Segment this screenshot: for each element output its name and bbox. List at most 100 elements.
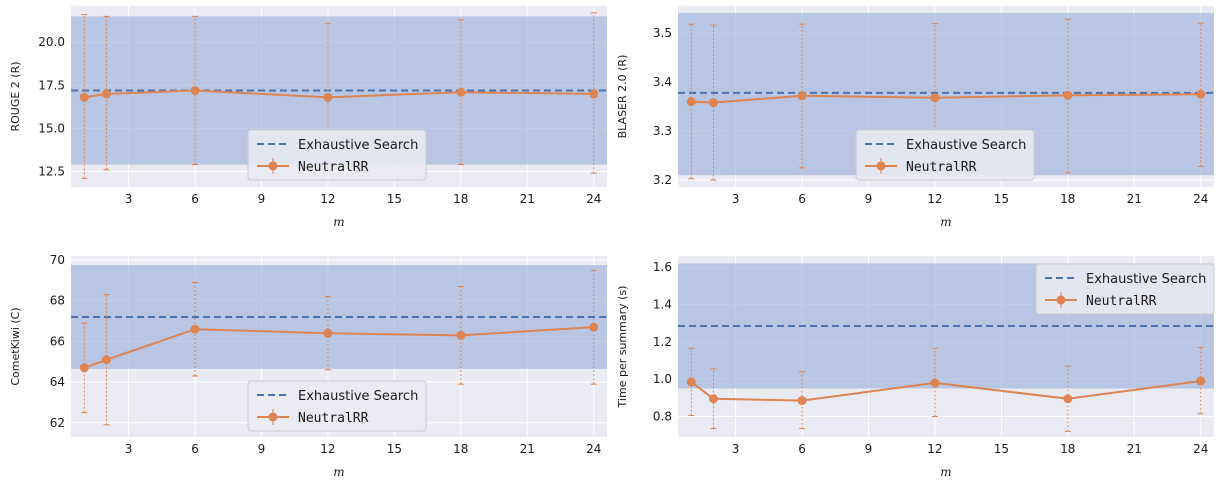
legend-series-marker bbox=[876, 161, 886, 171]
y-tick-label: 3.3 bbox=[653, 124, 672, 138]
y-tick-label: 1.4 bbox=[653, 298, 672, 312]
legend: Exhaustive Search NeutralRR bbox=[247, 380, 427, 432]
data-point bbox=[101, 89, 111, 99]
legend-series-label: NeutralRR bbox=[1086, 294, 1157, 309]
data-point bbox=[323, 328, 333, 338]
x-tick-label: 3 bbox=[732, 442, 740, 456]
data-point bbox=[79, 92, 89, 102]
legend: Exhaustive Search NeutralRR bbox=[855, 129, 1035, 181]
y-tick-label: 17.5 bbox=[38, 78, 65, 92]
legend-box bbox=[247, 129, 427, 181]
y-tick-label: 20.0 bbox=[38, 35, 65, 49]
y-tick-label: 3.2 bbox=[653, 173, 672, 187]
x-tick-label: 21 bbox=[520, 442, 535, 456]
x-tick-label: 15 bbox=[387, 442, 402, 456]
y-tick-label: 15.0 bbox=[38, 121, 65, 135]
legend-series-marker bbox=[1056, 295, 1066, 305]
legend-box bbox=[247, 380, 427, 432]
x-tick-label: 18 bbox=[1060, 192, 1075, 206]
data-point bbox=[930, 93, 940, 103]
x-tick-label: 12 bbox=[320, 192, 335, 206]
x-tick-label: 12 bbox=[927, 442, 942, 456]
x-tick-label: 12 bbox=[320, 442, 335, 456]
x-tick-label: 15 bbox=[387, 192, 402, 206]
x-tick-label: 15 bbox=[994, 442, 1009, 456]
legend-baseline-label: Exhaustive Search bbox=[906, 138, 1026, 153]
legend-series-label: NeutralRR bbox=[298, 411, 369, 426]
x-tick-label: 9 bbox=[258, 442, 266, 456]
data-point bbox=[190, 324, 200, 334]
legend: Exhaustive Search NeutralRR bbox=[1035, 263, 1215, 315]
data-point bbox=[101, 355, 111, 365]
y-tick-label: 3.4 bbox=[653, 75, 672, 89]
x-tick-label: 9 bbox=[258, 192, 266, 206]
y-tick-label: 1.0 bbox=[653, 372, 672, 386]
chart-panel-4: 3 6 9 12 15 18 21 24 0.8 1.0 1.2 1.4 1.6 m Time per su… bbox=[616, 256, 1215, 479]
data-point bbox=[323, 92, 333, 102]
data-point bbox=[589, 89, 599, 99]
data-point bbox=[1063, 90, 1073, 100]
x-tick-label: 18 bbox=[453, 442, 468, 456]
x-tick-label: 12 bbox=[927, 192, 942, 206]
x-tick-label: 24 bbox=[586, 192, 601, 206]
data-point bbox=[708, 394, 718, 404]
y-tick-label: 64 bbox=[50, 375, 65, 389]
data-point bbox=[456, 330, 466, 340]
x-tick-label: 6 bbox=[798, 192, 806, 206]
x-tick-label: 21 bbox=[1127, 442, 1142, 456]
y-axis-label: ROUGE 2 (R) bbox=[9, 61, 22, 131]
chart-panel-1: 3 6 9 12 15 18 21 24 12.5 15.0 17.5 20.0 m ROUGE 2 (R… bbox=[9, 6, 607, 229]
data-point bbox=[797, 91, 807, 101]
legend-series-marker bbox=[268, 412, 278, 422]
data-point bbox=[797, 396, 807, 406]
y-tick-label: 1.2 bbox=[653, 335, 672, 349]
x-tick-label: 21 bbox=[520, 192, 535, 206]
legend: Exhaustive Search NeutralRR bbox=[247, 129, 427, 181]
x-axis-label: m bbox=[940, 465, 951, 479]
x-tick-label: 24 bbox=[1193, 442, 1208, 456]
legend-baseline-label: Exhaustive Search bbox=[298, 138, 418, 153]
data-point bbox=[589, 322, 599, 332]
legend-series-label: NeutralRR bbox=[298, 160, 369, 175]
chart-panel-2: 3 6 9 12 15 18 21 24 3.2 3.3 3.4 3.5 m BLASER 2.0 (R)… bbox=[616, 6, 1214, 229]
x-axis-label: m bbox=[333, 215, 344, 229]
legend-series-marker bbox=[268, 161, 278, 171]
legend-series-label: NeutralRR bbox=[906, 160, 977, 175]
legend-baseline-label: Exhaustive Search bbox=[1086, 272, 1206, 287]
x-tick-label: 3 bbox=[125, 442, 133, 456]
x-axis-label: m bbox=[940, 215, 951, 229]
x-tick-label: 9 bbox=[865, 192, 873, 206]
legend-baseline-label: Exhaustive Search bbox=[298, 389, 418, 404]
data-point bbox=[1196, 376, 1206, 386]
y-axis-label: Time per summary (s) bbox=[616, 286, 629, 409]
y-tick-label: 62 bbox=[50, 416, 65, 430]
y-tick-label: 70 bbox=[50, 253, 65, 267]
x-tick-label: 6 bbox=[191, 442, 199, 456]
y-tick-label: 0.8 bbox=[653, 409, 672, 423]
x-tick-label: 3 bbox=[732, 192, 740, 206]
y-tick-label: 3.5 bbox=[653, 26, 672, 40]
x-tick-label: 6 bbox=[798, 442, 806, 456]
legend-box bbox=[855, 129, 1035, 181]
y-tick-label: 68 bbox=[50, 294, 65, 308]
x-tick-label: 15 bbox=[994, 192, 1009, 206]
data-point bbox=[686, 97, 696, 107]
x-tick-label: 6 bbox=[191, 192, 199, 206]
chart-panel-3: 3 6 9 12 15 18 21 24 62 64 66 68 70 m CometKiwi (C) Exh… bbox=[9, 253, 607, 479]
data-point bbox=[930, 378, 940, 388]
data-point bbox=[190, 85, 200, 95]
data-point bbox=[456, 87, 466, 97]
x-tick-label: 21 bbox=[1127, 192, 1142, 206]
data-point bbox=[708, 98, 718, 108]
x-tick-label: 24 bbox=[1193, 192, 1208, 206]
series-line bbox=[690, 380, 1201, 402]
y-tick-label: 12.5 bbox=[38, 164, 65, 178]
x-axis-label: m bbox=[333, 465, 344, 479]
data-point bbox=[1063, 394, 1073, 404]
x-tick-label: 18 bbox=[453, 192, 468, 206]
x-tick-label: 18 bbox=[1060, 442, 1075, 456]
legend-box bbox=[1035, 263, 1215, 315]
data-point bbox=[686, 377, 696, 387]
x-tick-label: 3 bbox=[125, 192, 133, 206]
